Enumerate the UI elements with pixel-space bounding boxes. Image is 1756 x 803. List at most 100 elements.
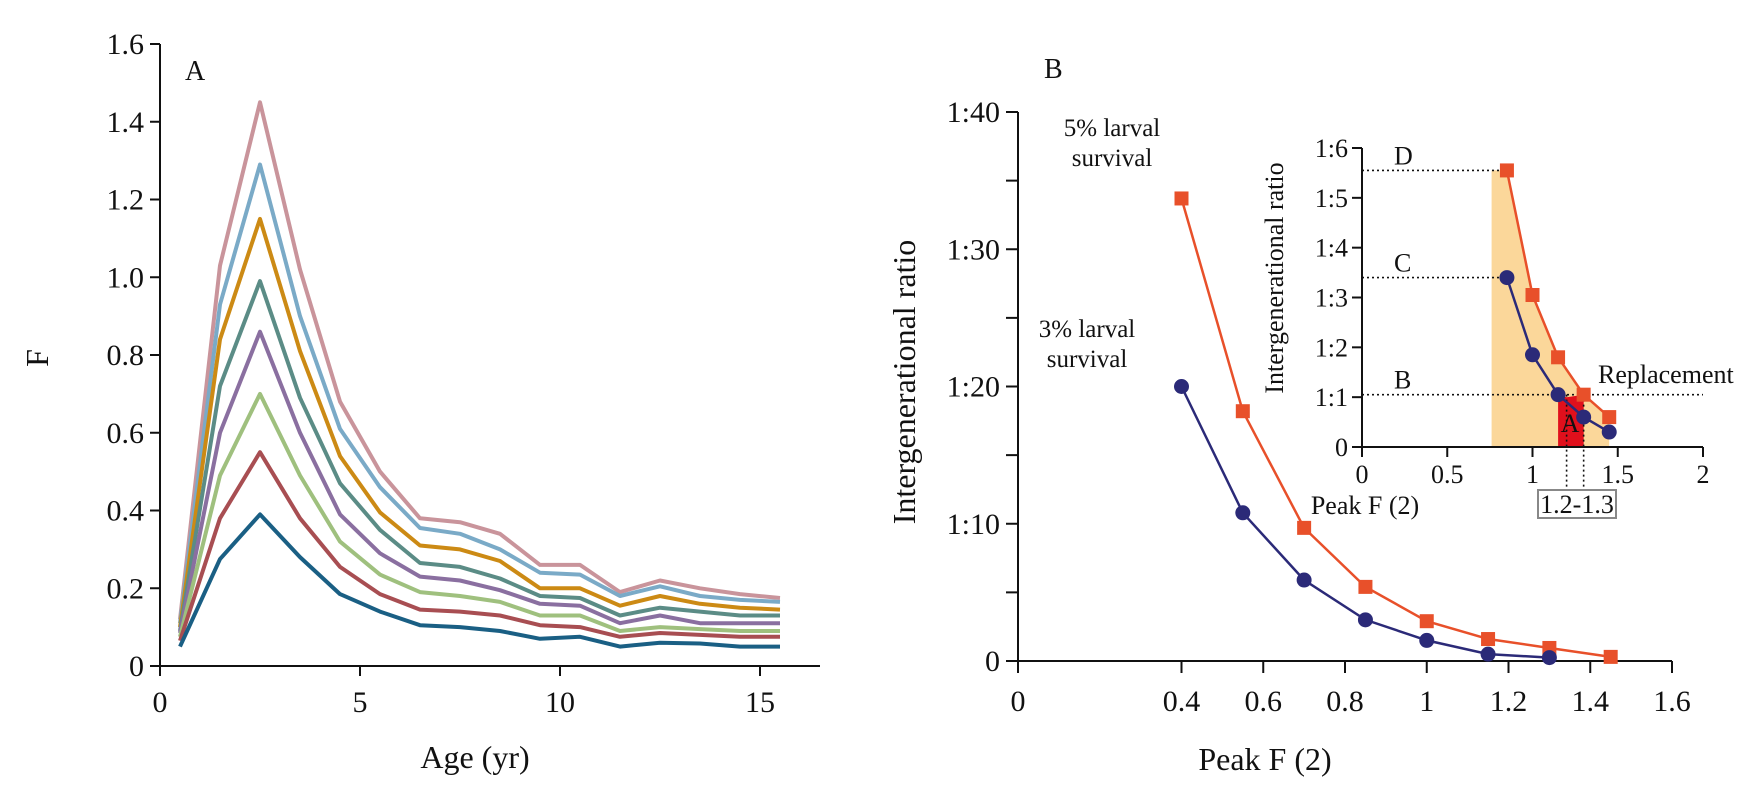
panel-b-y-tick-label: 0 (985, 645, 1000, 678)
panel-a-y-tick-label: 1.0 (107, 261, 145, 294)
panel-b-point-5pct (1419, 614, 1434, 629)
inset-point-5pct (1602, 410, 1617, 425)
panel-b-point-3pct (1296, 572, 1312, 588)
panel-b-x-tick-label: 1.4 (1572, 685, 1610, 718)
panel-b-x-tick-label: 1 (1419, 685, 1434, 718)
panel-b-point-5pct (1235, 404, 1250, 419)
panel-a-x-tick-label: 5 (353, 686, 368, 719)
panel-a-series-line-8 (178, 512, 780, 649)
panel-b-x-tick-label: 0.8 (1326, 685, 1364, 718)
panel-a-y-tick-label: 0.8 (107, 339, 145, 372)
inset-point-3pct (1499, 270, 1515, 286)
inset-replacement-label: Replacement (1598, 360, 1734, 389)
inset-range-label: 1.2-1.3 (1540, 490, 1614, 519)
inset-x-tick-label: 0.5 (1431, 460, 1464, 489)
panel-a-x-axis-label: Age (yr) (420, 739, 529, 775)
inset-point-3pct (1576, 409, 1592, 425)
panel-a-label: A (185, 56, 206, 87)
panel-b-x-tick-label: 0.6 (1245, 685, 1283, 718)
panel-a-y-tick-label: 0.4 (107, 495, 145, 528)
panel-a-series-line-6 (178, 391, 780, 638)
inset-ref-label-d: D (1394, 141, 1413, 170)
panel-b-point-3pct (1357, 612, 1373, 628)
panel-b-y-tick-label: 1:20 (947, 371, 1000, 404)
panel-a-series-line-3 (178, 216, 781, 628)
annotation-3pct-line1: 3% larval (1039, 316, 1136, 343)
panel-a-series-line-1 (178, 100, 781, 620)
inset-y-tick-label: 1:1 (1315, 383, 1348, 412)
inset-x-tick-label: 0 (1356, 460, 1369, 489)
panel-b-x-tick-label: 1.2 (1490, 685, 1528, 718)
panel-b-point-5pct (1603, 649, 1618, 664)
panel-b-label: B (1044, 54, 1063, 85)
inset-ref-label-b: B (1394, 366, 1411, 395)
panel-a-y-tick-label: 1.4 (107, 106, 145, 139)
panel-a-series-line-5 (178, 329, 780, 634)
inset-y-axis-label: Intergenerational ratio (1260, 162, 1289, 393)
inset-point-5pct (1499, 163, 1514, 178)
inset-series (1499, 163, 1617, 440)
inset-y-tick-label: 1:2 (1315, 333, 1348, 362)
inset-point-5pct (1525, 288, 1540, 303)
inset-shaded-regions: A (1491, 170, 1610, 447)
panel-b-y-axis-label: Intergenerational ratio (886, 240, 922, 525)
inset-region-a-label: A (1561, 409, 1580, 438)
panel-b-chart: 01:101:201:301:400 0.4 0.6 0.8 1 1.2 1.4 1.6 B … (886, 54, 1691, 777)
panel-a-x-tick-label: 15 (745, 686, 775, 719)
panel-b-point-3pct (1235, 505, 1251, 521)
panel-b-point-3pct (1480, 646, 1496, 662)
panel-a-axes: 0 0.2 0.4 0.6 0.8 1.0 1.2 1.4 1.6 0 5 10 15 (107, 28, 820, 719)
inset-y-tick-label: 1:3 (1315, 284, 1348, 313)
panel-a-y-tick-label: 1.2 (107, 184, 145, 217)
inset-y-tick-label: 1:5 (1315, 184, 1348, 213)
panel-b-y-tick-label: 1:10 (947, 508, 1000, 541)
annotation-5pct-line2: survival (1072, 145, 1153, 172)
panel-a-x-tick-label: 0 (153, 686, 168, 719)
panel-a-y-tick-label: 0.6 (107, 417, 145, 450)
panel-a-series-line-2 (178, 162, 781, 624)
panel-a-chart: 0 0.2 0.4 0.6 0.8 1.0 1.2 1.4 1.6 0 5 10 15 A Age (y… (19, 28, 820, 775)
panel-a-series-lines (178, 100, 781, 649)
panel-b-point-5pct (1297, 520, 1312, 535)
panel-b-series-line-1 (1180, 198, 1611, 659)
inset-point-3pct (1601, 424, 1617, 440)
inset-axes: 0 1:1 1:2 1:3 1:4 1:5 1:6 0 0.5 1 1.5 2 (1315, 134, 1710, 489)
panel-b-x-axis-label: Peak F (2) (1198, 741, 1331, 777)
inset-point-5pct (1576, 387, 1591, 402)
panel-a-y-tick-label: 0.2 (107, 572, 145, 605)
inset-point-5pct (1551, 350, 1566, 365)
inset-y-tick-label: 1:4 (1315, 234, 1348, 263)
inset-x-tick-label: 2 (1697, 460, 1710, 489)
panel-a-y-axis-label: F (19, 349, 55, 367)
inset-x-tick-label: 1.5 (1602, 460, 1635, 489)
panel-b-point-5pct (1481, 632, 1496, 647)
inset-shaded-area (1491, 170, 1610, 447)
inset-y-tick-label: 0 (1335, 433, 1348, 462)
panel-b-point-3pct (1174, 379, 1189, 394)
panel-a-x-tick-label: 10 (545, 686, 575, 719)
panel-a-y-tick-label: 0 (129, 650, 144, 683)
inset-region-a (1558, 394, 1584, 447)
panel-a-series-line-7 (178, 450, 780, 642)
panel-b-point-3pct (1419, 632, 1435, 648)
inset-ref-label-c: C (1394, 249, 1411, 278)
inset-point-3pct (1525, 347, 1540, 363)
panel-b-axes: 01:101:201:301:400 0.4 0.6 0.8 1 1.2 1.4 1.6 (947, 96, 1691, 718)
panel-b-x-tick-label: 0.4 (1163, 685, 1201, 718)
inset-range-box (1537, 489, 1617, 519)
panel-b-x-tick-label: 0 (1011, 685, 1026, 718)
inset-y-tick-label: 1:6 (1315, 134, 1348, 163)
panel-a-y-tick-label: 1.6 (107, 28, 145, 61)
annotation-5pct-line1: 5% larval (1064, 115, 1161, 142)
panel-b-point-5pct (1174, 191, 1189, 206)
inset-x-axis-label: Peak F (2) (1311, 491, 1419, 520)
inset-x-tick-label: 1 (1526, 460, 1539, 489)
panel-b-series (1174, 191, 1618, 666)
panel-b-y-tick-label: 1:30 (947, 233, 1000, 266)
panel-b-point-5pct (1358, 579, 1373, 594)
annotation-3pct-line2: survival (1047, 346, 1128, 373)
panel-b-x-tick-label: 1.6 (1653, 685, 1691, 718)
inset-point-3pct (1550, 387, 1566, 403)
panel-b-inset-chart: A D C B 0 1:1 1:2 1:3 1:4 1:5 1:6 0 0.5 1 1.5 2 Peak … (1260, 134, 1734, 520)
